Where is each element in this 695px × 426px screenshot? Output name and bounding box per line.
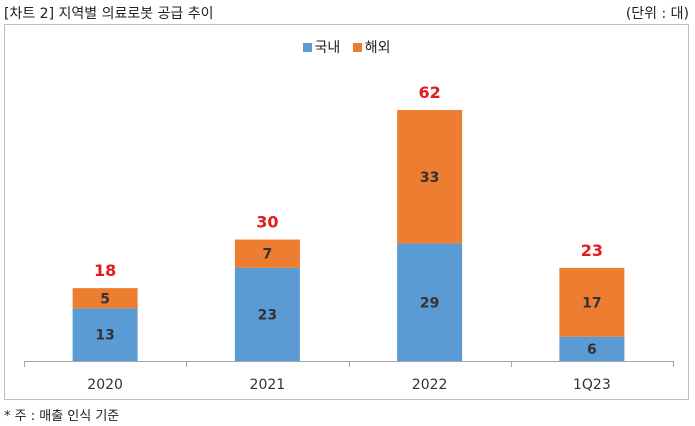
chart-title: [차트 2] 지역별 의료로봇 공급 추이 — [4, 6, 214, 22]
x-tick-label: 2022 — [412, 377, 448, 393]
data-label: 29 — [420, 295, 439, 311]
bar-overseas — [397, 110, 463, 244]
legend-swatch-overseas — [352, 42, 362, 52]
bar-domestic — [72, 308, 138, 361]
data-label: 13 — [95, 328, 114, 344]
legend-item-overseas: 해외 — [352, 37, 391, 57]
legend-label-overseas: 해외 — [364, 40, 391, 56]
legend-item-domestic: 국내 — [302, 37, 341, 57]
x-tick-label: 2020 — [87, 377, 123, 393]
total-label: 18 — [94, 261, 116, 280]
data-label: 17 — [582, 295, 601, 311]
footnote: * 주 : 매출 인식 기준 — [4, 409, 120, 424]
data-label: 5 — [100, 291, 110, 307]
bar-domestic — [397, 243, 463, 361]
data-label: 7 — [263, 247, 273, 263]
chart-frame: 국내 해외 — [4, 24, 689, 400]
bar-overseas — [72, 288, 138, 309]
x-tick-label: 1Q23 — [573, 377, 611, 393]
total-label: 23 — [581, 241, 603, 260]
data-label: 23 — [258, 307, 277, 323]
total-label: 30 — [256, 213, 278, 232]
unit-label: (단위 : 대) — [625, 6, 689, 22]
legend-swatch-domestic — [302, 42, 312, 52]
chart-plot: 13 5 18 2020 23 7 30 2021 29 33 62 2022 6 17 23 1Q23 — [24, 83, 674, 393]
data-label: 6 — [587, 342, 597, 358]
data-label: 33 — [420, 170, 439, 186]
legend: 국내 해외 — [5, 37, 688, 57]
legend-label-domestic: 국내 — [314, 40, 341, 56]
bar-overseas — [234, 239, 300, 268]
bar-overseas — [559, 267, 625, 337]
x-tick-label: 2021 — [250, 377, 286, 393]
bar-domestic — [559, 336, 625, 361]
total-label: 62 — [418, 83, 440, 102]
bar-domestic — [234, 267, 300, 361]
